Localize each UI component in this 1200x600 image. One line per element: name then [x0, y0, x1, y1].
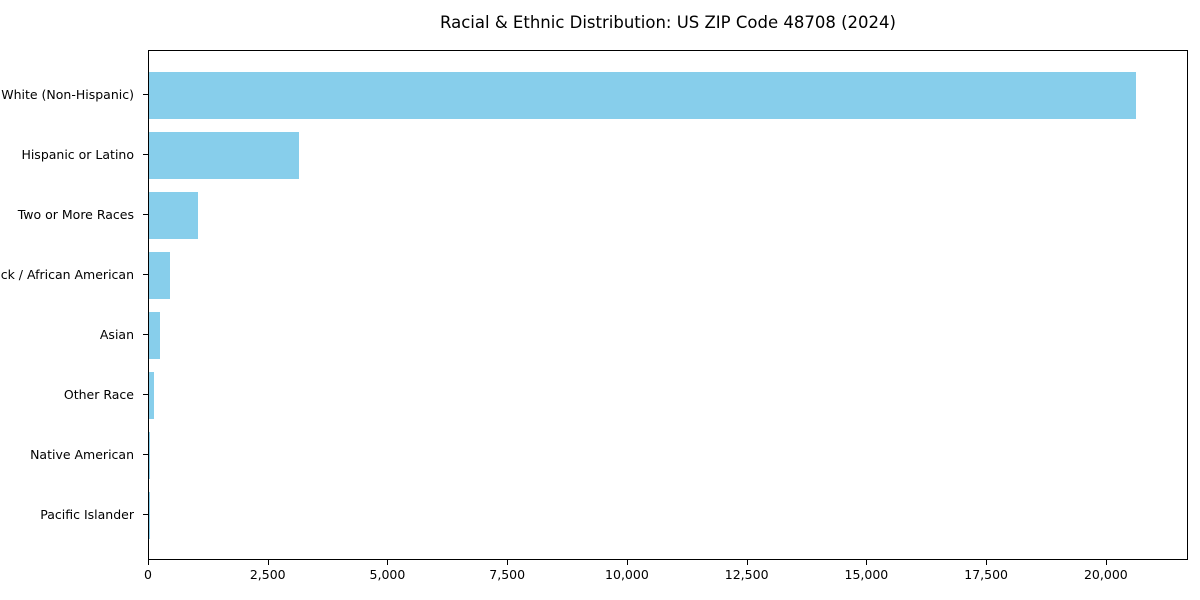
y-tick	[143, 514, 148, 515]
y-tick	[143, 214, 148, 215]
x-axis-tick-label: 7,500	[489, 567, 526, 582]
bar-row	[149, 485, 1187, 545]
y-axis-label: Native American	[30, 446, 134, 462]
y-axis-label: Hispanic or Latino	[21, 146, 134, 162]
x-axis-tick-label: 5,000	[369, 567, 406, 582]
bar-row	[149, 305, 1187, 365]
bar	[149, 371, 154, 419]
bar-row	[149, 125, 1187, 185]
y-axis-label: Black / African American	[0, 266, 134, 282]
x-axis-tick-label: 0	[144, 567, 152, 582]
x-tick	[746, 560, 748, 565]
bars-container	[149, 65, 1187, 545]
x-tick	[626, 560, 628, 565]
bar-row	[149, 65, 1187, 125]
bar	[149, 71, 1137, 119]
bar-row	[149, 365, 1187, 425]
x-axis-tick-label: 20,000	[1083, 567, 1128, 582]
x-axis-tick-label: 17,500	[964, 567, 1008, 582]
x-tick	[986, 560, 988, 565]
y-axis-label: White (Non-Hispanic)	[1, 86, 134, 102]
x-tick	[866, 560, 868, 565]
bar	[149, 431, 151, 479]
x-tick	[507, 560, 509, 565]
y-axis-label: Pacific Islander	[40, 506, 134, 522]
y-tick	[143, 394, 148, 395]
bar	[149, 191, 198, 239]
y-axis-label: Asian	[99, 326, 134, 342]
x-axis-tick-label: 15,000	[844, 567, 889, 582]
y-tick	[143, 454, 148, 455]
x-tick	[387, 560, 389, 565]
bar	[149, 131, 300, 179]
x-axis-tick-label: 10,000	[605, 567, 649, 582]
x-tick	[267, 560, 269, 565]
x-axis-tick-label: 12,500	[724, 567, 769, 582]
bar-row	[149, 425, 1187, 485]
y-tick	[143, 94, 148, 95]
y-tick	[143, 334, 148, 335]
x-tick	[148, 560, 149, 565]
bar	[149, 311, 161, 359]
plot-area	[148, 50, 1188, 560]
bar-row	[149, 185, 1187, 245]
bar	[149, 251, 171, 299]
x-tick	[1105, 560, 1107, 565]
y-tick	[143, 274, 148, 275]
x-axis-tick-label: 2,500	[249, 567, 286, 582]
y-axis-label: Other Race	[63, 386, 134, 402]
y-axis-label: Two or More Races	[17, 206, 134, 222]
chart-title: Racial & Ethnic Distribution: US ZIP Cod…	[440, 13, 896, 32]
bar-row	[149, 245, 1187, 305]
y-tick	[143, 154, 148, 155]
